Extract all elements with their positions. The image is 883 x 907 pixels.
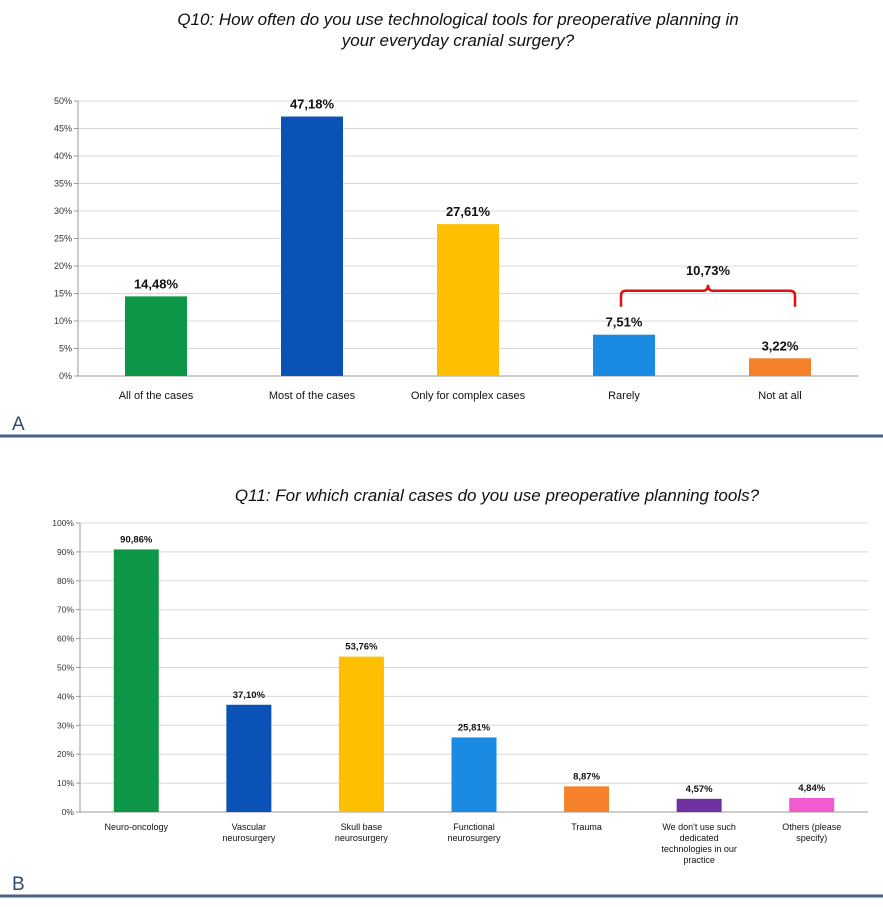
q11-bar (564, 786, 610, 812)
q10-y-tick-label: 40% (54, 151, 72, 161)
q10-bar (281, 116, 343, 376)
q10-title-line: Q10: How often do you use technological … (177, 10, 738, 29)
q11-category-label: dedicated (680, 833, 719, 843)
q10-bar (593, 334, 655, 376)
q10-data-label: 27,61% (446, 204, 491, 219)
q11-y-tick-label: 10% (57, 778, 74, 788)
q11-y-tick-label: 50% (57, 663, 74, 673)
q11-category-label: technologies in our (661, 844, 737, 854)
q11-data-label: 8,87% (573, 771, 600, 782)
q11-data-label: 4,84% (798, 783, 825, 794)
q11-y-tick-label: 30% (57, 720, 74, 730)
q10-y-tick-label: 50% (54, 96, 72, 106)
q10-y-tick-label: 45% (54, 124, 72, 134)
q10-bar (749, 358, 811, 376)
q10-y-tick-label: 20% (54, 261, 72, 271)
q10-category-label: Most of the cases (269, 390, 356, 402)
panel-a-chart: Q10: How often do you use technological … (54, 10, 858, 402)
q11-y-tick-label: 100% (52, 518, 74, 528)
q10-data-label: 7,51% (606, 315, 643, 330)
q11-data-label: 90,86% (120, 534, 153, 545)
q11-data-label: 37,10% (233, 690, 266, 701)
q10-y-tick-label: 25% (54, 234, 72, 244)
q11-y-tick-label: 0% (62, 807, 75, 817)
q11-bar (113, 549, 159, 812)
q10-title-line: your everyday cranial surgery? (341, 31, 575, 50)
q11-category-label: Trauma (571, 822, 602, 832)
q11-category-label: neurosurgery (222, 833, 276, 843)
q10-bar (125, 296, 187, 376)
q10-category-label: All of the cases (119, 390, 194, 402)
q11-y-tick-label: 80% (57, 576, 74, 586)
q10-data-label: 47,18% (290, 97, 335, 112)
panel-a-letter: A (12, 414, 25, 435)
panel-b-chart: Q11: For which cranial cases do you use … (52, 486, 868, 865)
q10-bar (437, 224, 499, 376)
q10-data-label: 3,22% (762, 338, 799, 353)
q10-y-tick-label: 30% (54, 206, 72, 216)
q11-title-line: Q11: For which cranial cases do you use … (235, 486, 760, 505)
q11-y-tick-label: 60% (57, 634, 74, 644)
q11-category-label: Vascular (232, 822, 266, 832)
q11-bar (789, 798, 835, 812)
q10-y-tick-label: 0% (59, 371, 72, 381)
q11-y-tick-label: 70% (57, 605, 74, 615)
q10-data-label: 14,48% (134, 276, 179, 291)
q11-bar (226, 704, 272, 812)
q10-y-tick-label: 15% (54, 289, 72, 299)
q11-category-label: Others (please (782, 822, 841, 832)
q11-category-label: We don't use such (662, 822, 736, 832)
q11-bar (676, 798, 722, 812)
q11-data-label: 4,57% (686, 784, 713, 795)
q11-y-tick-label: 20% (57, 749, 74, 759)
q11-category-label: Neuro-oncology (105, 822, 169, 832)
q11-data-label: 25,81% (458, 722, 491, 733)
q11-category-label: Skull base (341, 822, 383, 832)
q11-bar (338, 656, 384, 812)
q10-category-label: Not at all (758, 390, 801, 402)
q10-bracket-label: 10,73% (686, 263, 731, 278)
q11-category-label: practice (683, 855, 715, 865)
q11-category-label: neurosurgery (447, 833, 501, 843)
q10-y-tick-label: 10% (54, 316, 72, 326)
q10-category-label: Only for complex cases (411, 390, 526, 402)
q11-data-label: 53,76% (345, 642, 378, 653)
q10-y-tick-label: 5% (59, 344, 72, 354)
q11-category-label: neurosurgery (335, 833, 389, 843)
q11-bar (451, 737, 497, 812)
q10-category-label: Rarely (608, 390, 640, 402)
q10-y-tick-label: 35% (54, 179, 72, 189)
q11-y-tick-label: 40% (57, 691, 74, 701)
q11-category-label: Functional (453, 822, 495, 832)
panel-b-letter: B (12, 874, 25, 895)
q11-category-label: specify) (796, 833, 827, 843)
q10-bracket (619, 284, 797, 307)
q11-y-tick-label: 90% (57, 547, 74, 557)
